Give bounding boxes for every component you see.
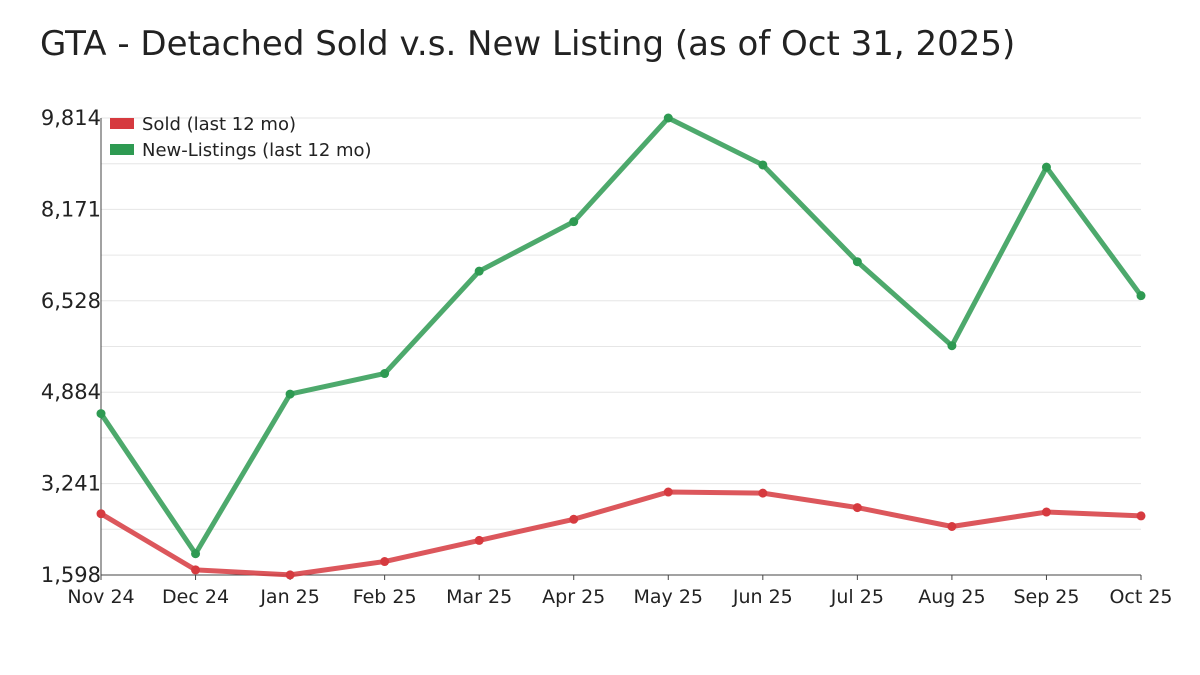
data-point-sold: [285, 570, 295, 580]
data-point-sold: [1136, 511, 1146, 521]
data-point-sold: [852, 503, 862, 513]
data-point-sold: [380, 557, 390, 567]
y-tick-labels: 1,598 3,241 4,884 6,528 8,171 9,814: [41, 106, 101, 587]
x-tick-label: May 25: [634, 586, 704, 608]
series-sold: [96, 487, 1146, 580]
legend: Sold (last 12 mo) New-Listings (last 12 …: [110, 114, 372, 161]
x-tick-label: Mar 25: [446, 586, 512, 608]
y-tick-label: 6,528: [41, 289, 101, 313]
x-tick-label: Feb 25: [353, 586, 417, 608]
x-tick-label: Jun 25: [732, 586, 793, 608]
x-tick-label: Jan 25: [259, 586, 320, 608]
legend-swatch-sold: [110, 118, 134, 129]
data-point-new-listings: [852, 257, 862, 267]
data-point-sold: [947, 521, 957, 531]
y-tick-label: 1,598: [41, 563, 101, 587]
data-point-sold: [663, 487, 673, 497]
data-point-new-listings: [285, 389, 295, 399]
x-tick-label: Sep 25: [1013, 586, 1079, 608]
series-line-sold: [98, 489, 1144, 578]
data-point-new-listings: [947, 341, 957, 351]
x-tick-labels: Nov 24 Dec 24 Jan 25 Feb 25 Mar 25 Apr 25 May …: [67, 575, 1173, 608]
data-point-new-listings: [569, 217, 579, 227]
data-point-sold: [1041, 507, 1051, 517]
legend-label-new-listings: New-Listings (last 12 mo): [142, 140, 372, 161]
series-new-listings: [96, 113, 1146, 559]
chart-title: GTA - Detached Sold v.s. New Listing (as…: [40, 24, 1016, 64]
x-tick-label: Oct 25: [1109, 586, 1172, 608]
x-tick-label: Aug 25: [918, 586, 985, 608]
data-point-new-listings: [1041, 162, 1051, 172]
data-point-sold: [758, 488, 768, 498]
legend-label-sold: Sold (last 12 mo): [142, 114, 296, 135]
data-point-sold: [96, 509, 106, 519]
x-tick-label: Dec 24: [162, 586, 229, 608]
y-tick-label: 4,884: [41, 380, 101, 404]
x-tick-label: Jul 25: [830, 586, 884, 608]
series: [96, 113, 1146, 580]
x-tick-label: Nov 24: [67, 586, 134, 608]
y-tick-label: 9,814: [41, 106, 101, 130]
series-line-new-listings: [98, 115, 1144, 557]
data-point-sold: [191, 565, 201, 575]
data-point-new-listings: [663, 113, 673, 123]
data-point-new-listings: [96, 409, 106, 419]
x-tick-label: Apr 25: [542, 586, 605, 608]
data-point-sold: [474, 535, 484, 545]
data-point-new-listings: [191, 549, 201, 559]
data-point-new-listings: [474, 266, 484, 276]
y-tick-label: 3,241: [41, 472, 101, 496]
data-point-sold: [569, 514, 579, 524]
data-point-new-listings: [758, 160, 768, 170]
legend-swatch-new-listings: [110, 144, 134, 155]
data-point-new-listings: [380, 369, 390, 379]
grid-lines: [101, 117, 1141, 530]
y-tick-label: 8,171: [41, 197, 101, 221]
data-point-new-listings: [1136, 291, 1146, 301]
